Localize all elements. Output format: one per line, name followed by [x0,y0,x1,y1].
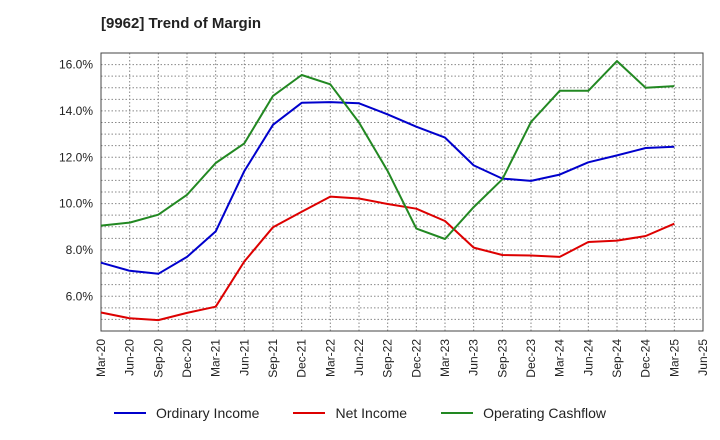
x-tick-label: Jun-24 [581,339,595,376]
legend-swatch [293,412,326,414]
legend-label: Ordinary Income [155,405,260,421]
y-tick-label: 8.0% [66,243,94,257]
x-tick-label: Sep-24 [610,339,624,378]
x-tick-label: Sep-20 [151,339,165,378]
x-tick-label: Sep-22 [381,339,395,378]
x-tick-label: Mar-21 [209,339,223,377]
series-line-ordinary-income [100,101,675,275]
x-tick-label: Dec-22 [409,339,423,378]
series-layer [100,60,675,322]
x-tick-label: Jun-25 [696,339,710,376]
legend-swatch [113,412,146,414]
x-tick-label: Mar-25 [667,339,681,377]
x-tick-label: Mar-23 [438,339,452,377]
y-tick-label: 14.0% [59,104,93,118]
x-tick-label: Dec-20 [180,339,194,378]
plot-frame [100,52,704,332]
x-tick-label: Dec-23 [524,339,538,378]
x-tick-label: Mar-20 [94,339,108,377]
series-line-net-income [100,195,675,322]
legend: Ordinary Income Net Income Operating Cashf… [0,405,720,421]
legend-item-operating-cashflow: Operating Cashflow [441,405,606,421]
x-tick-label: Sep-23 [495,339,509,378]
legend-item-net-income: Net Income [293,405,407,421]
x-tick-label: Dec-24 [639,339,653,378]
grid-layer [100,52,704,331]
x-tick-label: Mar-22 [323,339,337,377]
axis-layer: 6.0% 8.0% 10.0% 12.0% 14.0% 16.0% Mar-20 Jun-20… [59,52,710,378]
series-line-operating-cashflow [100,60,675,240]
x-tick-label: Mar-24 [553,339,567,377]
y-tick-label: 10.0% [59,197,93,211]
legend-label: Operating Cashflow [483,405,607,421]
x-tick-label: Jun-20 [123,339,137,376]
x-tick-label: Jun-23 [467,339,481,376]
x-tick-label: Jun-22 [352,339,366,376]
y-tick-label: 12.0% [59,150,93,164]
x-tick-label: Jun-21 [237,339,251,376]
legend-swatch [441,412,474,414]
chart-title: [9962] Trend of Margin [101,15,262,32]
y-tick-label: 16.0% [59,58,93,72]
legend-label: Net Income [335,405,408,421]
x-tick-label: Dec-21 [295,339,309,378]
legend-item-ordinary-income: Ordinary Income [113,405,260,421]
x-tick-label: Sep-21 [266,339,280,378]
y-tick-label: 6.0% [66,289,94,303]
